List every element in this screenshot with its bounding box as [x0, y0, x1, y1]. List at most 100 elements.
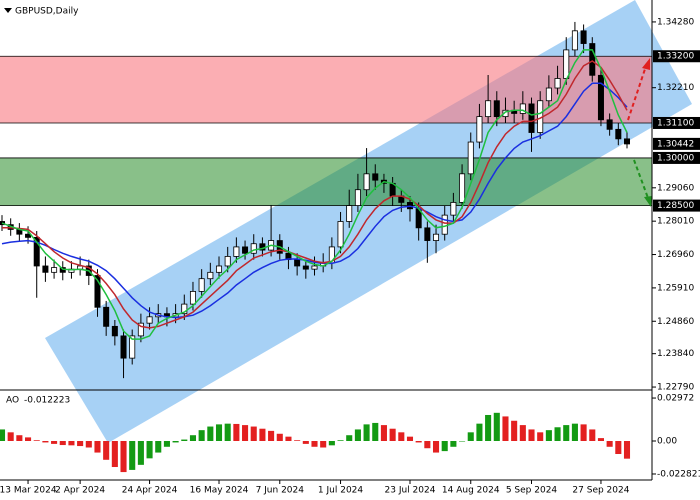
candle-body: [615, 128, 622, 140]
candle-body: [580, 30, 587, 44]
candle-body: [589, 43, 596, 76]
ao-bar: [42, 440, 49, 443]
price-label-box: [653, 199, 700, 212]
candle-body: [433, 233, 440, 241]
ao-bar: [589, 429, 596, 441]
candle-body: [120, 335, 127, 359]
ao-bar: [485, 414, 492, 441]
candle-body: [129, 335, 136, 359]
ao-bar: [580, 424, 587, 441]
candle-body: [623, 138, 631, 145]
ao-bar: [51, 440, 58, 444]
y-tick-label: 1.28010: [657, 217, 694, 227]
ao-bar: [207, 426, 214, 441]
ao-bar: [233, 423, 240, 441]
candle-body: [51, 267, 58, 273]
ao-bar: [137, 440, 144, 465]
x-tick-label: 2 Apr 2024: [55, 486, 105, 496]
candle-body: [545, 87, 552, 102]
moving-average: [1, 82, 628, 319]
ao-bar: [33, 440, 40, 441]
ao-bar: [363, 424, 370, 441]
ao-bar: [155, 440, 162, 453]
ao-bar: [502, 416, 509, 441]
ao-bar: [250, 426, 257, 441]
candle-body: [354, 189, 361, 206]
x-tick-label: 1 Jul 2024: [318, 486, 363, 496]
candle-body: [302, 265, 309, 270]
ao-bar: [198, 430, 205, 441]
candle-body: [103, 306, 110, 327]
ao-bar: [189, 435, 197, 441]
ao-bar: [372, 422, 379, 441]
candle-body: [198, 278, 205, 292]
candle-body: [424, 227, 431, 241]
menu-triangle: [4, 8, 12, 13]
candle-body: [459, 173, 466, 203]
candle-body: [137, 322, 144, 337]
ao-bar: [545, 430, 552, 441]
price-label-box: [653, 116, 700, 129]
zone: [0, 157, 652, 206]
ao-bar: [554, 427, 561, 441]
candle-body: [528, 103, 535, 133]
ao-bar: [571, 423, 578, 441]
ao-bar: [432, 440, 440, 453]
ao-bar: [337, 440, 344, 441]
price-label-box: [653, 137, 700, 150]
y-tick-label: 1.23840: [657, 349, 694, 359]
ao-bar: [120, 440, 127, 473]
ao-bar: [346, 435, 353, 441]
x-tick-label: 24 Apr 2024: [122, 486, 178, 496]
ao-bar: [276, 433, 283, 441]
candle-body: [111, 325, 118, 337]
candle-body: [33, 236, 40, 267]
y-tick-label: 1.25910: [657, 283, 694, 293]
x-tick-label: 13 Mar 2024: [0, 486, 57, 496]
ao-bar: [268, 430, 275, 441]
candle-body: [467, 141, 474, 175]
ao-bar: [85, 440, 92, 448]
zone: [0, 56, 652, 123]
ao-bar: [111, 440, 118, 468]
ao-bar: [623, 440, 631, 459]
x-tick-label: 16 May 2024: [190, 486, 249, 496]
ao-name: AO: [6, 396, 19, 406]
ao-bar: [59, 440, 66, 446]
ao-bar: [172, 440, 179, 443]
candle-body: [311, 265, 318, 270]
ao-bar: [511, 420, 518, 441]
ao-bar: [103, 440, 110, 460]
ao-bar: [519, 425, 526, 441]
ao-bar: [68, 440, 75, 446]
candle-body: [94, 275, 101, 308]
ao-bar: [528, 429, 535, 441]
zones: [0, 55, 652, 206]
plot: [0, 21, 631, 379]
ao-bar: [215, 424, 223, 441]
ao-bar: [77, 440, 84, 447]
ao-bar: [320, 440, 327, 448]
ao-bar: [129, 440, 136, 470]
price-label-box: [653, 50, 700, 63]
candle-body: [42, 265, 49, 273]
ao-bar: [406, 436, 414, 441]
up-arrow-head: [642, 58, 650, 70]
candle-body: [224, 256, 231, 267]
candle-body: [242, 246, 249, 254]
ao-bar: [441, 440, 448, 452]
price-label: 1.31100: [657, 118, 694, 128]
ao-bar: [493, 412, 500, 441]
candle-body: [363, 173, 370, 191]
candle-body: [372, 173, 379, 181]
candle-body: [25, 233, 32, 238]
price-label: 1.28500: [657, 201, 694, 211]
ao-bar: [25, 437, 32, 441]
candle-body: [294, 259, 301, 267]
candle-body: [146, 316, 153, 324]
candle-body: [207, 271, 214, 280]
x-tick-label: 27 Sep 2024: [572, 486, 629, 496]
moving-average: [2, 60, 628, 329]
ao-bar: [459, 440, 466, 442]
